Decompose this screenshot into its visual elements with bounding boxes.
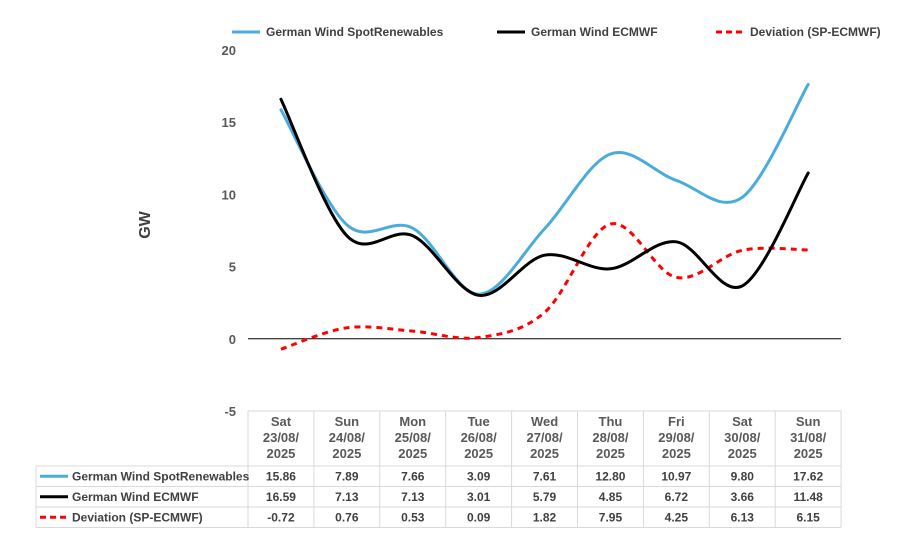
category-label: 2025 bbox=[728, 446, 757, 461]
y-tick-label: 20 bbox=[222, 43, 236, 58]
category-label: Sun bbox=[335, 414, 360, 429]
table-cell-value: 6.72 bbox=[665, 490, 689, 504]
category-label: Sat bbox=[271, 414, 292, 429]
category-label: 2025 bbox=[596, 446, 625, 461]
table-cell-value: 0.09 bbox=[467, 510, 491, 524]
table-row-label-2: Deviation (SP-ECMWF) bbox=[72, 510, 203, 524]
table-cell-value: 3.01 bbox=[467, 490, 491, 504]
category-label: 2025 bbox=[794, 446, 823, 461]
table-cell-value: 7.13 bbox=[335, 490, 359, 504]
table-cell-value: 7.95 bbox=[599, 510, 623, 524]
table-cell-value: 6.13 bbox=[731, 510, 755, 524]
table-cell-value: 17.62 bbox=[793, 469, 823, 483]
category-label: Sat bbox=[732, 414, 753, 429]
legend-label-1: German Wind ECMWF bbox=[531, 25, 658, 39]
table-cell-value: 4.85 bbox=[599, 490, 623, 504]
y-tick-label: 15 bbox=[222, 115, 236, 130]
series-line-2 bbox=[280, 222, 809, 351]
y-tick-label: -5 bbox=[224, 404, 236, 419]
category-label: 25/08/ bbox=[395, 430, 432, 445]
table-cell-value: 6.15 bbox=[796, 510, 820, 524]
table-cell-value: 15.86 bbox=[266, 469, 296, 483]
table-cell-value: 7.89 bbox=[335, 469, 359, 483]
legend-label-2: Deviation (SP-ECMWF) bbox=[750, 25, 881, 39]
category-label: Tue bbox=[468, 414, 490, 429]
table-cell-value: 7.13 bbox=[401, 490, 425, 504]
category-label: Thu bbox=[599, 414, 623, 429]
table-cell-value: 9.80 bbox=[731, 469, 755, 483]
category-label: 2025 bbox=[266, 446, 295, 461]
series-line-1 bbox=[279, 97, 810, 297]
category-label: 24/08/ bbox=[329, 430, 366, 445]
y-axis-title: GW bbox=[137, 210, 154, 238]
table-cell-value: 1.82 bbox=[533, 510, 557, 524]
table-cell-value: 4.25 bbox=[665, 510, 689, 524]
table-cell-value: 10.97 bbox=[661, 469, 691, 483]
y-tick-label: 0 bbox=[229, 332, 236, 347]
y-tick-label: 10 bbox=[222, 187, 236, 202]
table-cell-value: 16.59 bbox=[266, 490, 296, 504]
category-label: Wed bbox=[531, 414, 558, 429]
table-row-label-0: German Wind SpotRenewables bbox=[72, 469, 250, 483]
table-row-label-1: German Wind ECMWF bbox=[72, 490, 199, 504]
category-label: Mon bbox=[399, 414, 426, 429]
table-cell-value: 3.09 bbox=[467, 469, 491, 483]
category-label: 2025 bbox=[662, 446, 691, 461]
category-label: 23/08/ bbox=[263, 430, 300, 445]
category-label: 2025 bbox=[464, 446, 493, 461]
category-label: 2025 bbox=[332, 446, 361, 461]
table-cell-value: 12.80 bbox=[595, 469, 625, 483]
table-cell-value: 7.66 bbox=[401, 469, 425, 483]
category-label: Sun bbox=[796, 414, 821, 429]
category-label: 26/08/ bbox=[461, 430, 498, 445]
table-cell-value: 3.66 bbox=[731, 490, 755, 504]
category-label: 31/08/ bbox=[790, 430, 827, 445]
category-label: 29/08/ bbox=[658, 430, 695, 445]
category-label: 2025 bbox=[398, 446, 427, 461]
series-line-0 bbox=[279, 82, 810, 296]
category-label: 28/08/ bbox=[592, 430, 629, 445]
category-label: 27/08/ bbox=[526, 430, 563, 445]
table-cell-value: 7.61 bbox=[533, 469, 557, 483]
category-label: Fri bbox=[668, 414, 685, 429]
legend-label-0: German Wind SpotRenewables bbox=[266, 25, 444, 39]
y-tick-label: 5 bbox=[229, 260, 236, 275]
table-cell-value: 0.53 bbox=[401, 510, 425, 524]
table-cell-value: 0.76 bbox=[335, 510, 359, 524]
table-cell-value: 11.48 bbox=[793, 490, 823, 504]
category-label: 2025 bbox=[530, 446, 559, 461]
category-label: 30/08/ bbox=[724, 430, 761, 445]
table-cell-value: 5.79 bbox=[533, 490, 557, 504]
table-cell-value: -0.72 bbox=[267, 510, 295, 524]
